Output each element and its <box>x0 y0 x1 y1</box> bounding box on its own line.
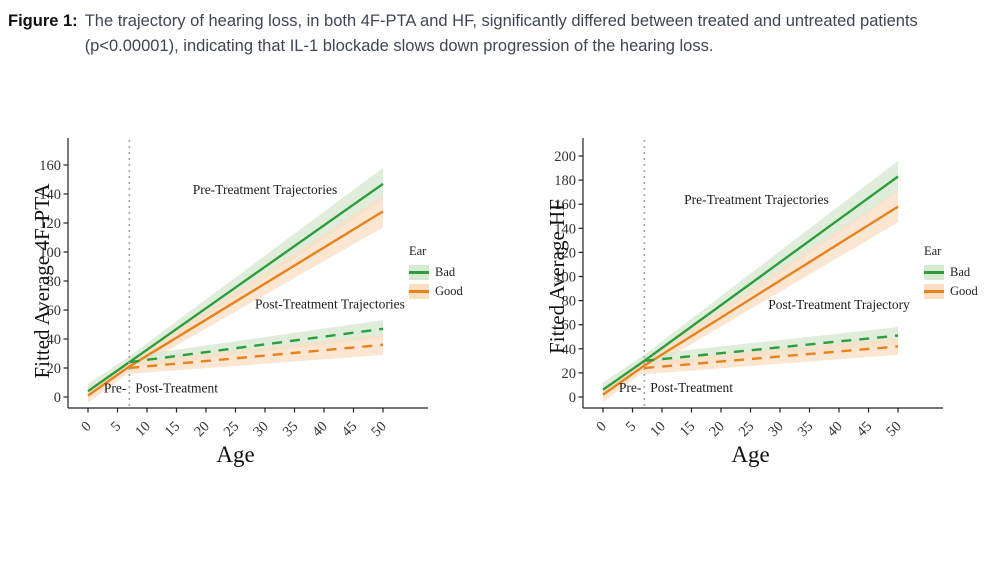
x-tick-label: 20 <box>191 419 213 441</box>
annotation: Post-Treatment Trajectories <box>255 297 405 312</box>
x-tick-label: 35 <box>280 419 302 441</box>
x-tick-label: 40 <box>309 419 331 441</box>
y-tick-label: 180 <box>554 173 576 189</box>
x-tick-label: 25 <box>736 419 758 441</box>
plot-area <box>87 167 384 403</box>
legend-label-good: Good <box>435 284 463 298</box>
x-tick-label: 20 <box>706 419 728 441</box>
y-axis-label: Fitted Average 4F-PTA <box>33 183 54 379</box>
x-tick-label: 35 <box>795 419 817 441</box>
annotation: Pre- <box>619 380 642 395</box>
x-tick-label: 15 <box>162 419 184 441</box>
bad-ear-swatch <box>924 265 944 280</box>
y-tick-label: 100 <box>39 245 61 261</box>
pre-treatment-good-ear-line <box>602 205 899 396</box>
y-tick-label: 40 <box>47 332 62 348</box>
post-treatment-good-ear-ribbon <box>644 337 898 375</box>
post-treatment-good-ear-line <box>129 343 384 370</box>
x-tick-label: 5 <box>108 419 124 435</box>
chart-hf-block: 0 20 40 60 80 100 120 140 160 180 200 0 5 10 15 20 25 30 3… <box>545 128 1001 478</box>
legend-entry-good: Good <box>409 284 463 299</box>
good-ear-swatch <box>409 284 429 299</box>
y-tick-label: 200 <box>554 149 576 165</box>
y-tick-label: 140 <box>554 221 576 237</box>
good-ear-swatch <box>924 284 944 299</box>
x-tick-label: 50 <box>883 419 905 441</box>
x-tick-label: 30 <box>250 419 272 441</box>
x-tick-label: 45 <box>339 419 361 441</box>
y-tick-label: 80 <box>47 274 62 290</box>
x-tick-label: 25 <box>221 419 243 441</box>
annotation: Pre-Treatment Trajectories <box>193 182 338 197</box>
plot-area <box>602 160 899 402</box>
legend-title: Ear <box>409 244 427 258</box>
legend-label-good: Good <box>950 284 978 298</box>
legend-label-bad: Bad <box>950 265 971 279</box>
y-tick-label: 160 <box>554 197 576 213</box>
figure-caption: Figure 1: The trajectory of hearing loss… <box>0 0 1001 59</box>
post-treatment-bad-ear-line <box>644 334 899 363</box>
x-tick-label: 0 <box>78 419 94 435</box>
legend-label-bad: Bad <box>435 265 456 279</box>
x-tick-label: 10 <box>647 419 669 441</box>
x-tick-label: 10 <box>132 419 154 441</box>
chart-4fpta-block: 0 20 40 60 80 100 120 140 160 0 5 10 15 20 25 30 35 40 45 5… <box>30 128 533 478</box>
charts-row: 0 20 40 60 80 100 120 140 160 0 5 10 15 20 25 30 35 40 45 5… <box>30 128 1001 478</box>
post-treatment-good-ear-ribbon <box>129 334 383 374</box>
y-tick-label: 120 <box>39 216 61 232</box>
bad-ear-swatch <box>409 265 429 280</box>
y-tick-label: 60 <box>562 318 577 334</box>
annotation: Post-Treatment Trajectory <box>768 297 910 312</box>
post-treatment-bad-ear-line <box>129 327 384 364</box>
bad-ear-line-key <box>409 271 429 274</box>
y-tick-label: 20 <box>47 361 62 377</box>
y-tick-label: 0 <box>569 390 576 406</box>
x-tick-label: 15 <box>677 419 699 441</box>
annotation: Post-Treatment <box>650 380 733 395</box>
y-tick-label: 20 <box>562 366 577 382</box>
pre-treatment-bad-ear-line <box>602 175 899 391</box>
x-tick-label: 40 <box>824 419 846 441</box>
x-tick-label: 30 <box>765 419 787 441</box>
x-axis-label: Age <box>731 442 769 467</box>
figure-number-label: Figure 1: <box>8 12 78 30</box>
good-ear-line-key <box>409 290 429 293</box>
good-ear-line-key <box>924 290 944 293</box>
legend-title: Ear <box>924 244 942 258</box>
y-tick-label: 100 <box>554 270 576 286</box>
pre-treatment-good-ear-ribbon <box>88 195 383 403</box>
ear-legend-4fpta: Ear Bad Good <box>409 244 463 303</box>
legend-entry-good: Good <box>924 284 978 299</box>
x-axis-label: Age <box>216 442 254 467</box>
annotation: Pre- <box>104 381 127 396</box>
x-tick-label: 5 <box>623 419 639 435</box>
pre-treatment-good-ear-line <box>87 210 384 397</box>
y-tick-label: 0 <box>54 390 61 406</box>
bad-ear-line-key <box>924 271 944 274</box>
post-treatment-good-ear-line <box>644 345 899 370</box>
y-tick-label: 40 <box>562 342 577 358</box>
annotation: Pre-Treatment Trajectories <box>684 192 829 207</box>
ear-legend-hf: Ear Bad Good <box>924 244 978 303</box>
y-tick-label: 140 <box>39 187 61 203</box>
legend-entry-bad: Bad <box>924 265 978 280</box>
annotation: Post-Treatment <box>135 381 218 396</box>
y-tick-label: 60 <box>47 303 62 319</box>
y-tick-label: 120 <box>554 245 576 261</box>
y-tick-label: 160 <box>39 158 61 174</box>
y-axis-label: Fitted Average HF <box>548 199 569 354</box>
y-tick-label: 80 <box>562 294 577 310</box>
figure-caption-text: The trajectory of hearing loss, in both … <box>84 12 918 55</box>
pre-treatment-good-ear-ribbon <box>603 190 898 402</box>
legend-entry-bad: Bad <box>409 265 463 280</box>
x-tick-label: 50 <box>368 419 390 441</box>
x-tick-label: 45 <box>854 419 876 441</box>
x-tick-label: 0 <box>593 419 609 435</box>
